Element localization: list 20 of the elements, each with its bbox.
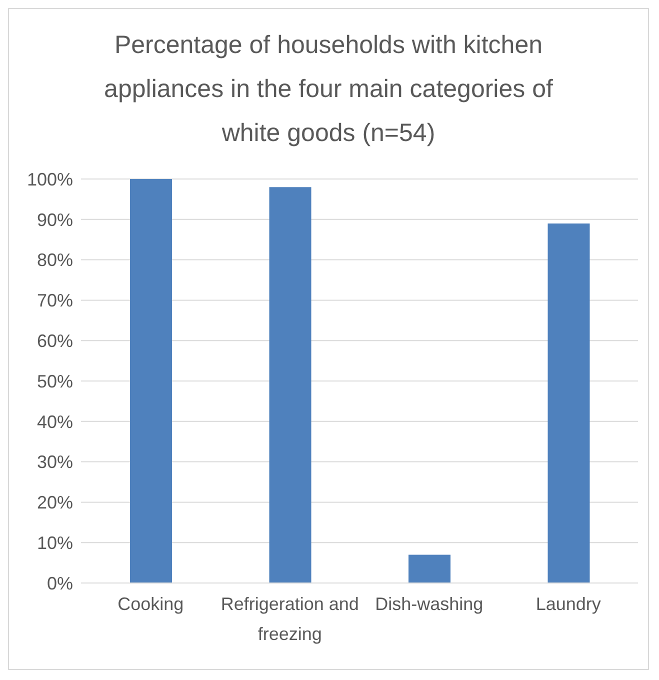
- x-tick-label: Dish-washing: [375, 594, 484, 614]
- y-tick-label: 80%: [36, 250, 73, 270]
- y-tick-label: 0%: [46, 573, 73, 594]
- x-tick-label: Laundry: [536, 594, 601, 614]
- y-tick-label: 30%: [36, 452, 73, 472]
- y-tick-label: 20%: [36, 492, 73, 513]
- bar: [130, 179, 172, 583]
- y-tick-label: 60%: [36, 330, 73, 351]
- x-tick-label: Refrigeration and freezing: [220, 594, 359, 644]
- y-tick-label: 100%: [26, 169, 73, 190]
- y-tick-label: 10%: [36, 532, 73, 553]
- bar: [269, 187, 312, 583]
- y-tick-label: 50%: [36, 371, 73, 392]
- y-tick-label: 40%: [36, 412, 73, 432]
- x-tick-label: Cooking: [118, 594, 184, 614]
- bar: [408, 554, 450, 583]
- chart-title: Percentage of households with kitchen appliances in the four main categories of white goods (n=54): [103, 30, 554, 149]
- y-tick-label: 90%: [36, 210, 73, 230]
- bar: [548, 223, 590, 583]
- y-tick-label: 70%: [36, 290, 73, 311]
